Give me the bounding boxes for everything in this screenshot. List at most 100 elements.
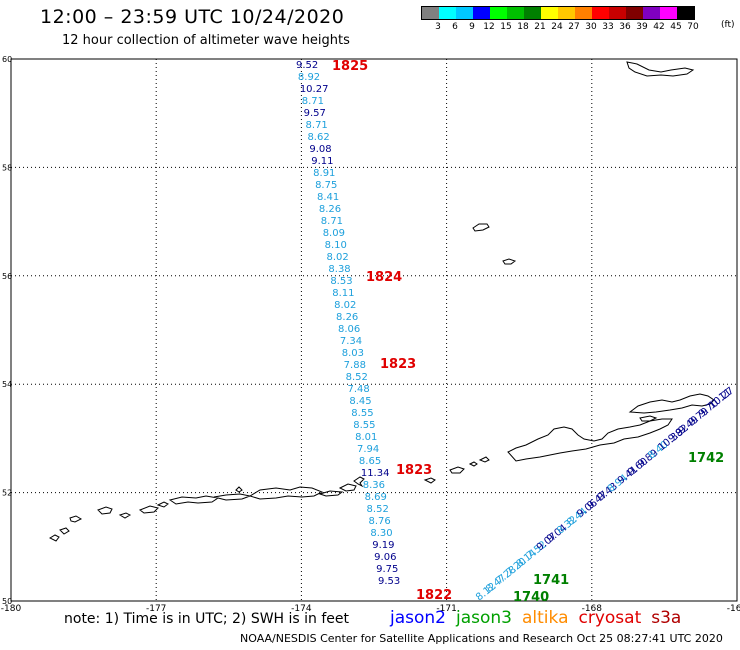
swh-value-label: 9.53 bbox=[378, 576, 400, 587]
swh-value-label: 8.65 bbox=[359, 456, 381, 467]
legend-label: 12 bbox=[483, 22, 495, 32]
swh-value-label: 8.26 bbox=[336, 312, 358, 323]
swh-value-label: 11.34 bbox=[361, 468, 390, 479]
legend-swatch bbox=[439, 7, 456, 19]
legend-unit: (ft) bbox=[721, 20, 735, 30]
swh-value-label: 8.10 bbox=[325, 240, 347, 251]
swh-value-label: 8.75 bbox=[315, 180, 337, 191]
legend-label: 15 bbox=[500, 22, 512, 32]
swh-value-label: 9.75 bbox=[376, 564, 398, 575]
legend-label: 39 bbox=[636, 22, 648, 32]
swh-value-label: 8.09 bbox=[323, 228, 345, 239]
lon-tick-label: -174 bbox=[291, 604, 312, 614]
lat-tick-label: 56 bbox=[2, 272, 12, 281]
satellite-name: jason3 bbox=[456, 608, 512, 628]
satellite-name: cryosat bbox=[578, 608, 642, 628]
legend-swatch bbox=[626, 7, 643, 19]
lat-tick-label: 58 bbox=[2, 163, 12, 172]
map-frame bbox=[10, 58, 738, 602]
swh-value-label: 8.53 bbox=[330, 276, 352, 287]
coastline-layer bbox=[48, 61, 715, 542]
coastline-aleutians-west bbox=[48, 486, 252, 542]
pass-time-label: 1823 bbox=[380, 357, 416, 372]
lon-tick-label: -177 bbox=[146, 604, 166, 614]
swh-value-label: 8.55 bbox=[351, 408, 373, 419]
swh-value-label: 8.52 bbox=[367, 504, 389, 515]
legend-label: 21 bbox=[534, 22, 546, 32]
graticule bbox=[11, 59, 737, 601]
coastline-aleutians-central bbox=[248, 476, 365, 500]
legend-swatch bbox=[677, 7, 694, 19]
swh-value-label: 8.06 bbox=[338, 324, 360, 335]
note-text: note: 1) Time is in UTC; 2) SWH is in fe… bbox=[64, 611, 350, 627]
coastline-pribilof-islands bbox=[472, 223, 517, 265]
swh-value-label: 9.52 bbox=[296, 60, 318, 71]
legend-swatch bbox=[660, 7, 677, 19]
lat-tick-label: 60 bbox=[2, 55, 12, 64]
swh-value-label: 8.01 bbox=[355, 432, 377, 443]
pass-time-label: 1742 bbox=[688, 451, 724, 466]
swh-value-label: 9.06 bbox=[374, 552, 396, 563]
swh-value-label: 8.03 bbox=[342, 348, 364, 359]
lat-tick-label: 54 bbox=[2, 380, 12, 389]
swh-value-label: 8.91 bbox=[313, 168, 335, 179]
swh-value-label: 8.71 bbox=[321, 216, 343, 227]
lat-tick-label: 52 bbox=[2, 489, 12, 498]
swh-value-label: 7.48 bbox=[347, 384, 369, 395]
legend-swatch bbox=[592, 7, 609, 19]
legend-label: 36 bbox=[619, 22, 631, 32]
coastline-aleutians-east bbox=[423, 456, 490, 484]
coastline-alaska-peninsula bbox=[507, 418, 673, 462]
swh-value-label: 8.76 bbox=[368, 516, 390, 527]
swh-value-label: 8.52 bbox=[346, 372, 368, 383]
swh-value-label: 8.38 bbox=[328, 264, 350, 275]
legend-swatch bbox=[643, 7, 660, 19]
legend-swatch bbox=[473, 7, 490, 19]
legend-label: 18 bbox=[517, 22, 529, 32]
swh-value-label: 8.30 bbox=[370, 528, 392, 539]
satellite-name: altika bbox=[522, 608, 569, 628]
color-legend: 3 6 9 12 15 18 21 24 27 30 33 36 39 42 45 70 (ft) bbox=[421, 6, 735, 34]
swh-value-label: 8.02 bbox=[334, 300, 356, 311]
swh-value-label: 8.26 bbox=[319, 204, 341, 215]
coastline-mainland-alaska bbox=[628, 393, 715, 422]
legend-swatch bbox=[609, 7, 626, 19]
swh-value-label: 9.11 bbox=[311, 156, 333, 167]
pass-time-label: 1822 bbox=[416, 588, 452, 603]
legend-swatch bbox=[507, 7, 524, 19]
coastline-st-matthew bbox=[626, 61, 695, 77]
altimeter-track-west: 9.528.9210.278.719.578.718.629.089.118.9… bbox=[296, 59, 452, 603]
legend-swatch bbox=[575, 7, 592, 19]
swh-value-label: 8.62 bbox=[307, 132, 329, 143]
footer-credit: NOAA/NESDIS Center for Satellite Applica… bbox=[240, 632, 723, 645]
swh-value-label: 7.34 bbox=[340, 336, 362, 347]
swh-value-label: 7.88 bbox=[344, 360, 366, 371]
legend-label: 33 bbox=[602, 22, 614, 32]
swh-value-label: 8.45 bbox=[349, 396, 371, 407]
legend-label: 70 bbox=[687, 22, 699, 32]
pass-time-label: 1740 bbox=[513, 590, 549, 605]
swh-value-label: 8.69 bbox=[365, 492, 387, 503]
altimeter-track-east: 8.128.477.287.208.147.529.079.048.328.44… bbox=[474, 385, 736, 605]
swh-value-label: 8.36 bbox=[363, 480, 385, 491]
swh-value-label: 8.55 bbox=[353, 420, 375, 431]
lat-tick-label: 50 bbox=[2, 597, 12, 606]
legend-swatch bbox=[490, 7, 507, 19]
legend-label: 24 bbox=[551, 22, 563, 32]
pass-time-label: 1741 bbox=[533, 573, 569, 588]
page-title: 12:00 – 23:59 UTC 10/24/2020 bbox=[40, 6, 345, 28]
swh-value-label: 7.94 bbox=[357, 444, 379, 455]
legend-label: 42 bbox=[653, 22, 665, 32]
satellite-name: s3a bbox=[651, 608, 682, 628]
swh-value-label: 8.71 bbox=[302, 96, 324, 107]
page-subtitle: 12 hour collection of altimeter wave hei… bbox=[62, 33, 350, 48]
satellite-name: jason2 bbox=[390, 608, 446, 628]
legend-swatch bbox=[541, 7, 558, 19]
legend-swatch bbox=[558, 7, 575, 19]
swh-value-label: 8.11 bbox=[332, 288, 354, 299]
pass-time-label: 1824 bbox=[366, 270, 402, 285]
swh-value-label: 10.27 bbox=[300, 84, 329, 95]
swh-value-label: 8.02 bbox=[327, 252, 349, 263]
